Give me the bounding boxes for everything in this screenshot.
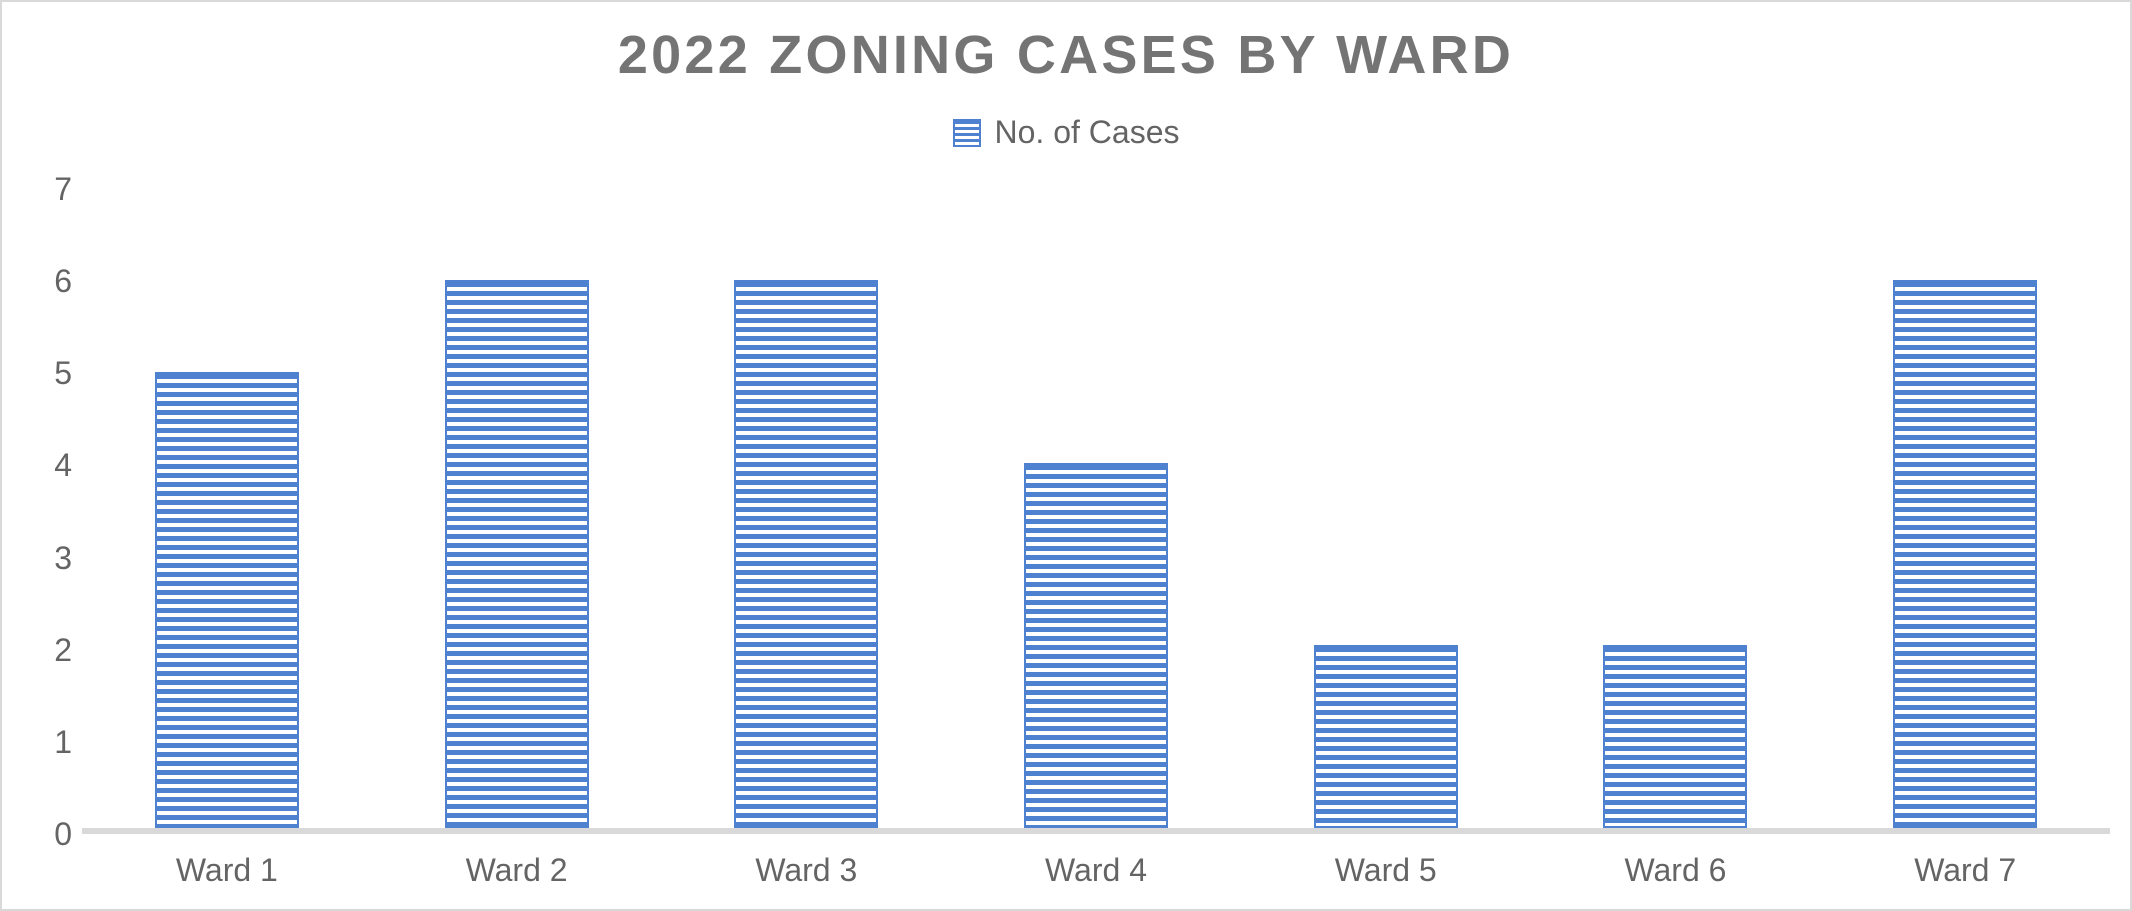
bar-slot xyxy=(1241,189,1531,828)
bar xyxy=(1314,645,1458,828)
x-axis-spacer xyxy=(22,852,82,889)
bar xyxy=(155,372,299,828)
bar xyxy=(1893,280,2037,828)
x-axis-label: Ward 7 xyxy=(1820,852,2110,889)
legend: No. of Cases xyxy=(22,114,2110,151)
x-axis-label: Ward 1 xyxy=(82,852,372,889)
bar-slot xyxy=(951,189,1241,828)
bar xyxy=(734,280,878,828)
x-axis-label: Ward 5 xyxy=(1241,852,1531,889)
x-axis-labels: Ward 1Ward 2Ward 3Ward 4Ward 5Ward 6Ward… xyxy=(82,852,2110,889)
legend-label: No. of Cases xyxy=(995,114,1180,151)
x-axis-label: Ward 4 xyxy=(951,852,1241,889)
legend-swatch-icon xyxy=(953,119,981,147)
bar-slot xyxy=(1531,189,1821,828)
x-axis-label: Ward 3 xyxy=(661,852,951,889)
bar-slot xyxy=(372,189,662,828)
bar xyxy=(445,280,589,828)
plot-area xyxy=(82,189,2110,834)
bar-slot xyxy=(1820,189,2110,828)
bar xyxy=(1603,645,1747,828)
bar-slot xyxy=(82,189,372,828)
x-axis: Ward 1Ward 2Ward 3Ward 4Ward 5Ward 6Ward… xyxy=(22,852,2110,889)
chart-frame: 2022 ZONING CASES BY WARD No. of Cases 7… xyxy=(0,0,2132,911)
chart-title: 2022 ZONING CASES BY WARD xyxy=(22,24,2110,86)
bar xyxy=(1024,463,1168,828)
y-axis: 76543210 xyxy=(22,189,82,834)
bar-slot xyxy=(661,189,951,828)
plot: 76543210 xyxy=(22,189,2110,834)
x-axis-label: Ward 6 xyxy=(1531,852,1821,889)
x-axis-label: Ward 2 xyxy=(372,852,662,889)
bars-row xyxy=(82,189,2110,828)
